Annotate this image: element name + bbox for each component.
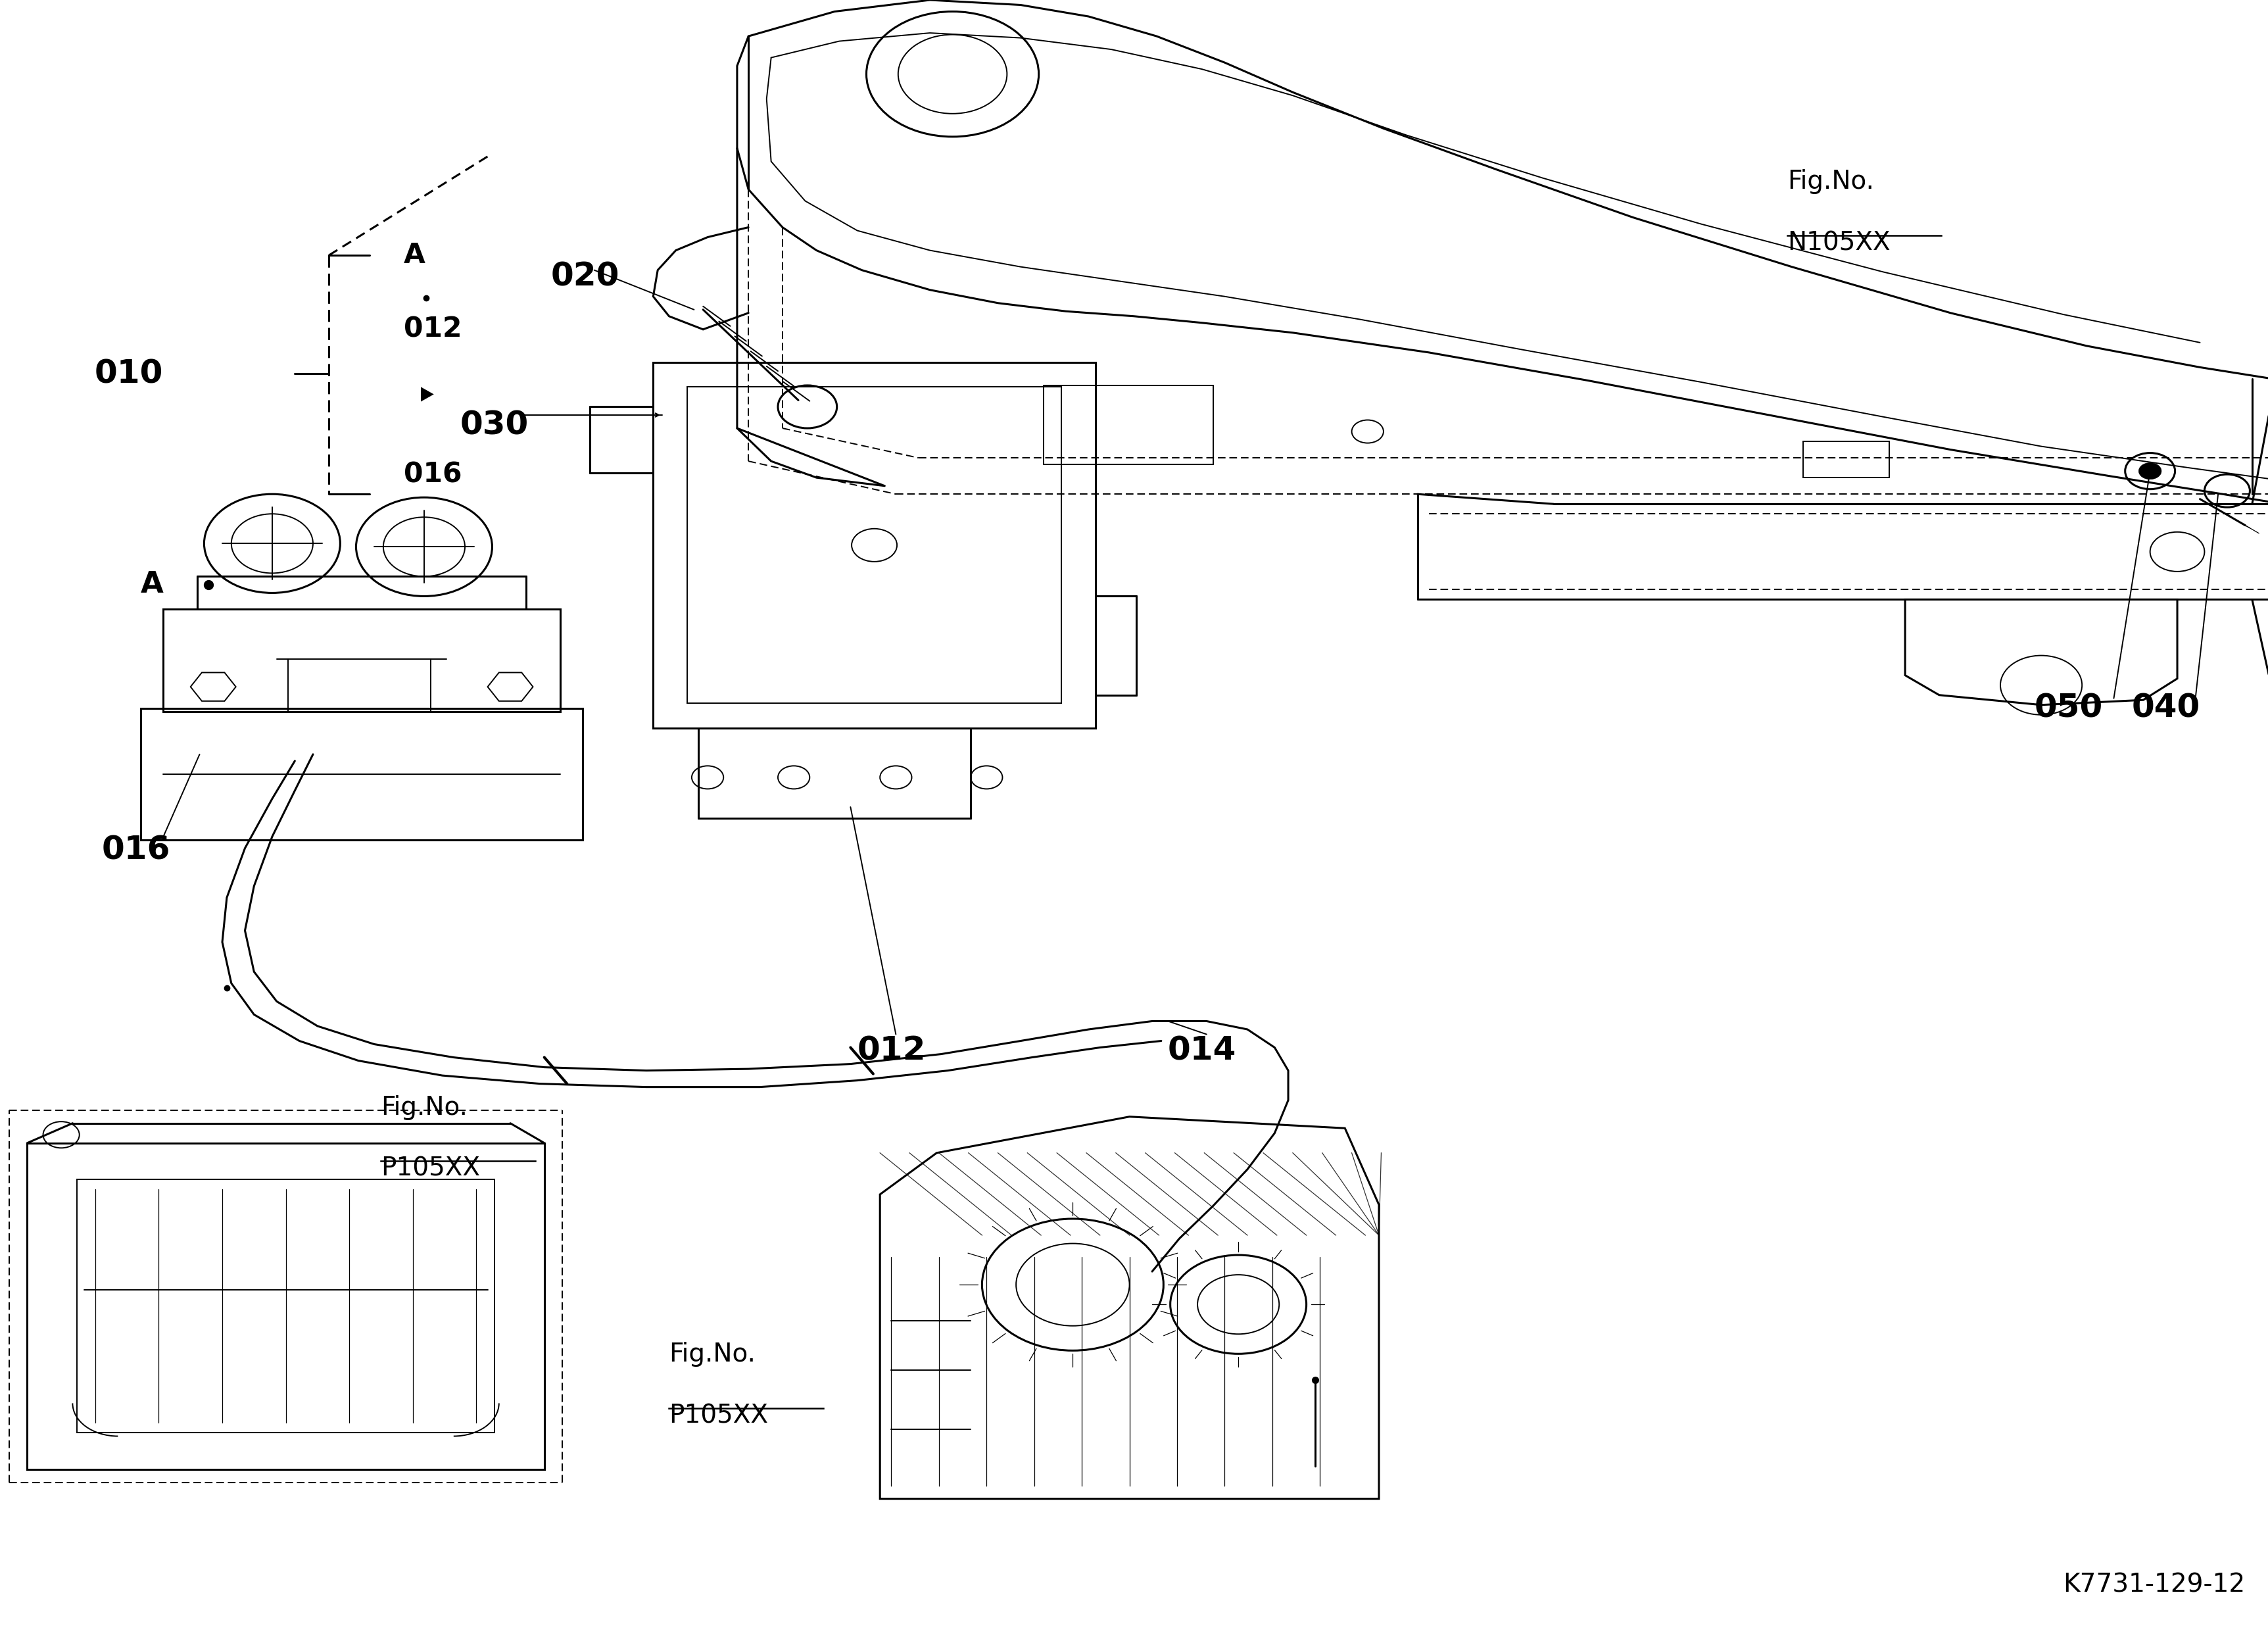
Text: 050: 050 — [2034, 692, 2102, 725]
Text: 014: 014 — [1168, 1034, 1236, 1067]
Text: ‣: ‣ — [415, 379, 438, 418]
Bar — [687, 387, 1061, 703]
Text: 012: 012 — [857, 1034, 925, 1067]
Bar — [1043, 385, 1213, 464]
Text: 012: 012 — [404, 316, 463, 343]
Text: P105XX: P105XX — [669, 1403, 769, 1428]
Text: 030: 030 — [460, 408, 528, 441]
Bar — [1803, 441, 1889, 478]
Text: 040: 040 — [2132, 692, 2200, 725]
Text: 020: 020 — [551, 260, 619, 293]
Bar — [163, 609, 560, 712]
Text: K7731-129-12: K7731-129-12 — [2064, 1573, 2245, 1598]
Text: Fig.No.: Fig.No. — [381, 1095, 467, 1120]
Text: Fig.No.: Fig.No. — [669, 1342, 755, 1367]
Circle shape — [2139, 463, 2161, 479]
Text: 016: 016 — [102, 833, 170, 866]
Text: A: A — [404, 242, 426, 268]
Bar — [653, 362, 1095, 728]
Text: Fig.No.: Fig.No. — [1787, 170, 1873, 194]
Text: P105XX: P105XX — [381, 1156, 481, 1181]
Text: 016: 016 — [404, 461, 463, 488]
Text: 010: 010 — [95, 357, 163, 390]
Bar — [77, 1179, 494, 1433]
Bar — [141, 708, 583, 840]
Text: A: A — [141, 570, 163, 600]
Text: N105XX: N105XX — [1787, 231, 1889, 255]
Bar — [27, 1143, 544, 1469]
